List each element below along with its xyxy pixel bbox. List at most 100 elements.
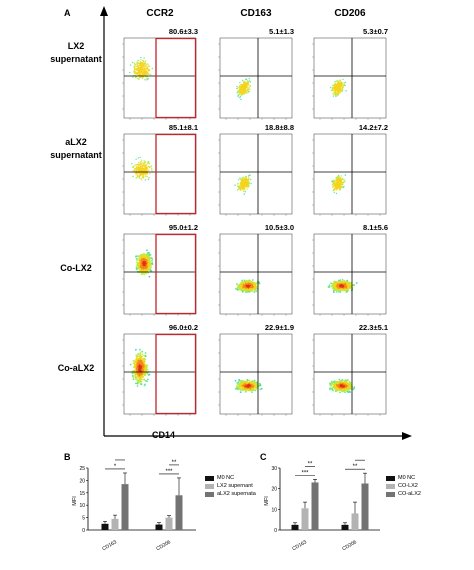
bar: [301, 508, 309, 530]
flow-plot-cd163: [214, 130, 294, 218]
significance-label: **: [353, 464, 358, 470]
legend-swatch: [386, 491, 395, 497]
significance-label: *: [119, 458, 122, 461]
density-dots: [135, 249, 154, 278]
bar: [111, 518, 119, 530]
gate-rectangle: [155, 133, 197, 215]
gate-percentage: 22.3±5.1: [358, 323, 388, 332]
column-header-cd206: CD206: [334, 8, 366, 19]
panel-c-legend: M0 NC CO-LX2 CO-aLX2: [386, 474, 421, 498]
y-tick-label: 10: [271, 507, 277, 513]
y-tick-label: 20: [79, 478, 85, 484]
row-label-line: LX2: [67, 41, 85, 51]
flow-plot-cd163: [214, 230, 294, 318]
row-label: LX2 supernatant: [46, 40, 106, 66]
flow-plot-cd206: [308, 130, 388, 218]
bar: [121, 484, 129, 530]
gate-percentage: 85.1±8.1: [168, 123, 198, 132]
legend-item: aLX2 supernata: [205, 490, 256, 498]
bar: [341, 524, 349, 530]
row-label-line: aLX2: [65, 137, 87, 147]
gate-percentage: 80.6±3.3: [168, 27, 198, 36]
x-tick-label: CD206: [155, 539, 172, 552]
legend-item: M0 NC: [386, 474, 421, 482]
density-dots: [329, 378, 356, 394]
panel-c-letter: C: [260, 452, 267, 462]
gate-percentage: 96.0±0.2: [168, 323, 198, 332]
y-tick-label: 15: [79, 491, 85, 497]
legend-swatch: [386, 475, 395, 481]
gate-percentage: 14.2±7.2: [358, 123, 388, 132]
gate-rectangle: [155, 333, 197, 415]
flow-plot-cd206: [308, 330, 388, 418]
gate-percentage: 22.9±1.9: [264, 323, 294, 332]
row-label-line: Co-aLX2: [57, 363, 95, 373]
flow-plot-cd163: [214, 34, 294, 122]
bar: [351, 513, 359, 530]
significance-label: *: [359, 458, 362, 461]
row-label: aLX2 supernatant: [46, 136, 106, 162]
gate-percentage: 10.5±3.0: [264, 223, 294, 232]
density-dots: [129, 56, 153, 81]
gate-percentage: 95.0±1.2: [168, 223, 198, 232]
y-tick-label: 30: [271, 466, 277, 472]
gate-percentage: 8.1±5.6: [363, 223, 388, 232]
legend-item: CO-aLX2: [386, 490, 421, 498]
row-label: Co-aLX2: [46, 362, 106, 375]
cd14-axis-arrows: [100, 6, 412, 440]
row-label: Co-LX2: [46, 262, 106, 275]
flow-plot-cd206: [308, 34, 388, 122]
significance-label: *: [114, 464, 117, 470]
bar: [165, 517, 173, 530]
legend-swatch: [205, 483, 214, 489]
y-tick-label: 25: [79, 466, 85, 472]
bar: [311, 482, 319, 530]
x-tick-label: CD206: [341, 539, 358, 552]
significance-label: **: [308, 461, 313, 467]
flow-plot-cd206: [308, 230, 388, 318]
flow-plot-ccr2: [118, 230, 198, 318]
gate-rectangle: [155, 37, 197, 119]
legend-label: aLX2 supernata: [217, 491, 256, 497]
legend-swatch: [386, 483, 395, 489]
row-label-line: supernatant: [50, 150, 102, 160]
flow-plot-cd163: [214, 330, 294, 418]
panel-a-letter: A: [64, 8, 71, 18]
gate-percentage: 18.8±8.8: [264, 123, 294, 132]
bar: [155, 524, 163, 530]
cd14-axis-label: CD14: [152, 430, 176, 440]
legend-item: LX2 supernant: [205, 482, 256, 490]
panel-b-legend: M0 NC LX2 supernant aLX2 supernata: [205, 474, 256, 498]
legend-swatch: [205, 491, 214, 497]
density-dots: [235, 279, 261, 294]
gate-percentage: 5.3±0.7: [363, 27, 388, 36]
legend-label: M0 NC: [398, 475, 416, 481]
y-tick-label: 10: [79, 503, 85, 509]
column-header-ccr2: CCR2: [146, 8, 174, 19]
y-axis-label: MFI: [72, 496, 78, 506]
density-dots: [129, 348, 151, 387]
density-dots: [234, 174, 252, 195]
significance-label: ***: [165, 469, 173, 475]
gate-rectangle: [155, 233, 197, 315]
density-dots: [331, 174, 347, 195]
row-label-line: supernatant: [50, 54, 102, 64]
bar: [101, 523, 109, 530]
y-tick-label: 20: [271, 487, 277, 493]
x-tick-label: CD163: [101, 539, 118, 552]
legend-label: CO-LX2: [398, 483, 418, 489]
legend-item: M0 NC: [205, 474, 256, 482]
column-header-cd163: CD163: [240, 8, 272, 19]
bar: [175, 495, 183, 530]
density-dots: [234, 378, 263, 394]
y-tick-label: 5: [82, 516, 85, 522]
flow-plot-ccr2: [118, 330, 198, 418]
significance-label: **: [172, 460, 177, 466]
density-dots: [329, 78, 347, 98]
significance-label: ***: [301, 470, 309, 476]
legend-label: LX2 supernant: [217, 483, 253, 489]
density-dots: [236, 78, 252, 101]
y-tick-label: 0: [82, 528, 85, 534]
y-tick-label: 0: [274, 528, 277, 534]
